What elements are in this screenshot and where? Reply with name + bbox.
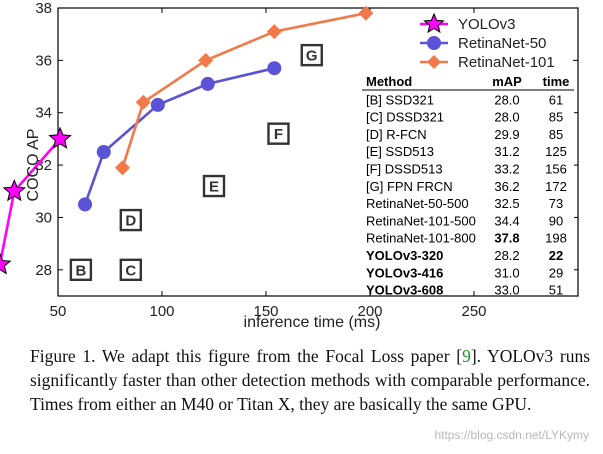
caption-text: Figure 1. We adapt this figure from the … [30,346,463,366]
annotation-label-e: E [209,179,219,196]
x-tick-label: 100 [149,303,174,320]
table-cell-time: 61 [549,92,563,107]
table-cell-time: 29 [549,265,563,280]
table-cell-method: [G] FPN FRCN [366,179,453,194]
data-point-retinanet-50 [78,197,93,212]
table-cell-method: [F] DSSD513 [366,162,443,177]
table-cell-map: 33.0 [494,283,519,298]
legend-entry-retinanet-50: RetinaNet-50 [458,35,546,52]
table-cell-time: 172 [545,179,567,194]
data-point-retinanet-50 [96,145,111,159]
y-axis-label: COCO AP [25,129,42,202]
data-point-yolov3 [0,252,12,275]
data-point-yolov3 [48,126,72,149]
annotation-label-f: F [274,126,283,143]
table-cell-map: 28.2 [494,248,519,263]
table-cell-method: [E] SSD513 [366,144,434,159]
table-cell-method: YOLOv3-608 [366,283,443,298]
data-point-retinanet-101 [358,5,374,21]
table-cell-method: RetinaNet-50-500 [366,196,469,211]
legend-entry-yolov3: YOLOv3 [458,16,516,33]
plot-frame [57,7,579,297]
table-cell-map: 31.2 [494,144,519,159]
annotation-box-e [202,174,226,198]
caption-text-rest: ]. YOLOv3 runs significantly faster than… [30,346,591,414]
table-cell-method: YOLOv3-416 [366,265,443,280]
series-line-retinanet-101 [121,11,367,169]
table-cell-method: YOLOv3-320 [366,248,443,263]
table-cell-time: 156 [545,162,567,177]
annotation-box-d [119,208,143,232]
y-tick-label: 34 [35,105,52,122]
table-cell-map: 34.4 [494,213,519,228]
legend-marker-retinanet-50 [427,36,441,50]
x-axis-label: inference time (ms) [244,314,381,331]
table-header: mAP [492,74,522,89]
table-cell-map: 31.0 [494,265,519,280]
table-cell-time: 125 [545,144,567,159]
table-cell-map: 28.0 [494,92,519,107]
table-cell-map: 37.8 [494,231,519,246]
table-background [360,70,574,288]
table-cell-method: [D] R-FCN [366,127,427,142]
annotation-box-f [267,122,290,145]
annotation-label-b: B [75,262,86,279]
data-point-retinanet-50 [200,76,215,91]
table-cell-time: 85 [549,110,563,125]
table-header: Method [366,74,412,89]
table-cell-map: 36.2 [494,179,519,194]
x-tick-label: 250 [461,303,486,320]
annotation-box-b [69,258,93,282]
annotation-box-g [300,43,323,67]
x-tick-label: 200 [357,303,382,320]
table-cell-method: [B] SSD321 [366,92,434,107]
table-cell-map: 32.5 [494,196,519,211]
x-tick-label: 50 [50,303,67,320]
table-header: time [543,74,570,89]
table-cell-time: 85 [549,127,563,142]
series-line-retinanet-50 [83,66,275,205]
table-cell-time: 51 [549,283,563,298]
table-cell-map: 33.2 [494,162,519,177]
legend: YOLOv3 RetinaNet-50 RetinaNet-101 [420,12,555,71]
data-point-retinanet-101 [135,94,151,110]
series-layer [0,5,374,275]
table-cell-time: 198 [545,231,567,246]
annotation-label-g: G [306,48,318,65]
annotation-box-c [119,258,143,282]
annotation-label-c: C [125,262,136,279]
table-cell-map: 28.0 [494,110,519,125]
legend-entry-retinanet-101: RetinaNet-101 [458,54,555,71]
figure-caption: Figure 1. We adapt this figure from the … [30,344,590,416]
annotations: B C D E F G [69,43,323,282]
data-point-retinanet-50 [267,61,282,76]
comparison-table: Method mAP time [B] SSD321 28.0 61 [C] DSSD321… [360,70,574,298]
legend-marker-retinanet-101 [427,55,441,69]
data-point-retinanet-101 [266,24,282,40]
annotation-label-d: D [125,213,136,230]
axes [57,7,579,297]
table-cell-method: RetinaNet-101-800 [366,231,476,246]
data-point-retinanet-101 [114,160,130,176]
y-tick-label: 36 [35,52,52,69]
table-cell-method: [C] DSSD321 [366,110,444,125]
legend-marker-yolov3 [423,12,445,34]
table-cell-time: 22 [549,248,563,263]
data-point-retinanet-50 [150,97,165,112]
data-point-yolov3 [2,178,27,202]
table-cell-map: 29.9 [494,127,519,142]
x-tick-label: 150 [253,303,278,320]
watermark: https://blog.csdn.net/LYKymy [434,428,589,442]
y-tick-label: 30 [35,209,52,226]
table-cell-time: 90 [549,213,563,228]
caption-reference[interactable]: 9 [462,346,471,366]
y-tick-label: 38 [35,0,52,17]
table-cell-time: 73 [549,196,563,211]
table-cell-method: RetinaNet-101-500 [366,213,476,228]
y-tick-label: 28 [35,262,52,279]
data-point-retinanet-101 [198,52,214,68]
